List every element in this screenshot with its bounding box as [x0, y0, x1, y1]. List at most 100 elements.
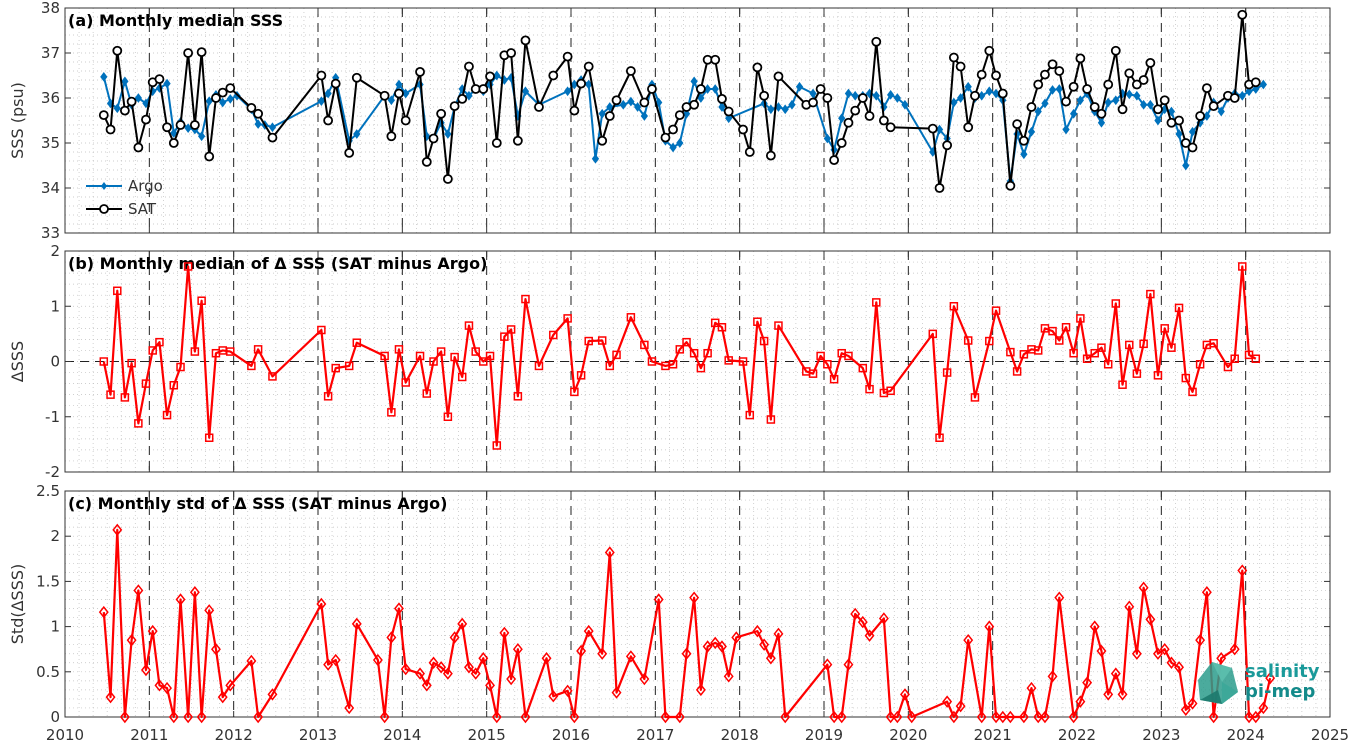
data-point — [738, 357, 748, 366]
data-point — [773, 71, 784, 82]
data-point — [815, 84, 826, 94]
data-point — [564, 86, 572, 97]
data-point — [548, 690, 559, 703]
x-tick-label: 2019 — [805, 726, 843, 744]
data-point — [112, 523, 123, 537]
data-point — [857, 615, 868, 629]
data-point — [168, 710, 179, 724]
data-point — [1153, 371, 1163, 380]
data-point — [710, 636, 721, 650]
data-point — [1132, 369, 1142, 378]
data-point — [1152, 647, 1163, 660]
x-tick-label: 2020 — [889, 726, 927, 744]
data-point — [154, 74, 165, 84]
data-point — [387, 95, 395, 106]
data-point — [808, 97, 818, 108]
data-point — [695, 84, 706, 94]
x-tick-label: 2015 — [468, 726, 506, 744]
data-point — [175, 120, 186, 130]
data-point — [330, 653, 341, 667]
data-point — [465, 90, 473, 101]
axes-box — [64, 490, 1331, 718]
data-point — [1174, 303, 1184, 313]
data-point — [711, 84, 719, 94]
data-point — [1033, 710, 1044, 724]
data-point — [976, 69, 987, 80]
data-point — [1110, 45, 1121, 56]
data-point — [450, 352, 459, 362]
data-point — [1146, 99, 1154, 110]
data-point — [1055, 84, 1063, 94]
data-point — [470, 667, 481, 680]
data-point — [162, 122, 172, 133]
data-point — [1110, 667, 1121, 680]
data-point — [906, 710, 917, 724]
data-point — [1040, 69, 1050, 80]
data-point — [387, 408, 396, 417]
data-point — [647, 84, 657, 94]
data-point — [1209, 339, 1218, 348]
data-point — [1062, 124, 1070, 135]
data-point — [1238, 90, 1246, 101]
data-point — [126, 633, 137, 647]
data-point — [1174, 115, 1184, 126]
data-point — [576, 644, 587, 658]
data-point — [217, 690, 228, 704]
data-point — [443, 412, 453, 421]
data-point — [197, 296, 206, 305]
data-point — [1048, 326, 1057, 336]
data-point — [1195, 111, 1206, 121]
data-point — [639, 97, 650, 108]
data-point — [394, 88, 404, 99]
data-point — [829, 374, 839, 384]
x-tick-label: 2013 — [299, 726, 337, 744]
data-point — [168, 138, 179, 148]
data-point — [1026, 102, 1037, 112]
y-tick-label: 38 — [41, 0, 60, 17]
data-point — [226, 347, 235, 356]
data-point — [380, 351, 389, 361]
data-point — [1153, 104, 1163, 115]
data-point — [379, 710, 390, 724]
data-point — [422, 389, 432, 398]
data-point — [625, 650, 636, 663]
data-point — [822, 93, 833, 103]
data-point — [268, 372, 277, 381]
data-point — [1167, 343, 1176, 352]
data-point — [829, 155, 840, 166]
data-point — [689, 591, 700, 604]
salinity-pimep-logo: salinity pi-mep — [1198, 661, 1320, 704]
x-tick-label: 2011 — [130, 726, 168, 744]
data-point — [788, 99, 796, 110]
data-point — [948, 52, 959, 63]
data-point — [449, 101, 460, 111]
y-tick-label: 2 — [50, 242, 60, 260]
y-tick-label: 37 — [41, 44, 60, 62]
data-point — [183, 710, 194, 724]
data-point — [1146, 289, 1155, 299]
data-point — [163, 78, 171, 89]
y-axis-label: ΔSSS — [8, 341, 27, 382]
legend-marker-argo — [101, 182, 107, 190]
data-point — [767, 104, 775, 115]
data-point — [955, 699, 966, 713]
data-point — [100, 72, 108, 82]
data-point — [520, 35, 531, 46]
data-point — [1005, 710, 1016, 724]
data-point — [267, 132, 278, 143]
data-point — [1229, 642, 1240, 656]
data-point — [1039, 710, 1050, 724]
data-point — [885, 122, 896, 133]
data-point — [253, 345, 263, 354]
data-point — [850, 607, 861, 621]
data-point — [942, 140, 953, 151]
data-point — [970, 393, 980, 402]
data-point — [1026, 681, 1037, 695]
data-point — [1252, 84, 1260, 94]
data-point — [512, 642, 523, 656]
data-point — [444, 129, 452, 139]
y-tick-label: 1.5 — [36, 572, 60, 590]
data-point — [421, 156, 432, 167]
data-point — [479, 357, 488, 366]
data-point — [626, 313, 636, 322]
